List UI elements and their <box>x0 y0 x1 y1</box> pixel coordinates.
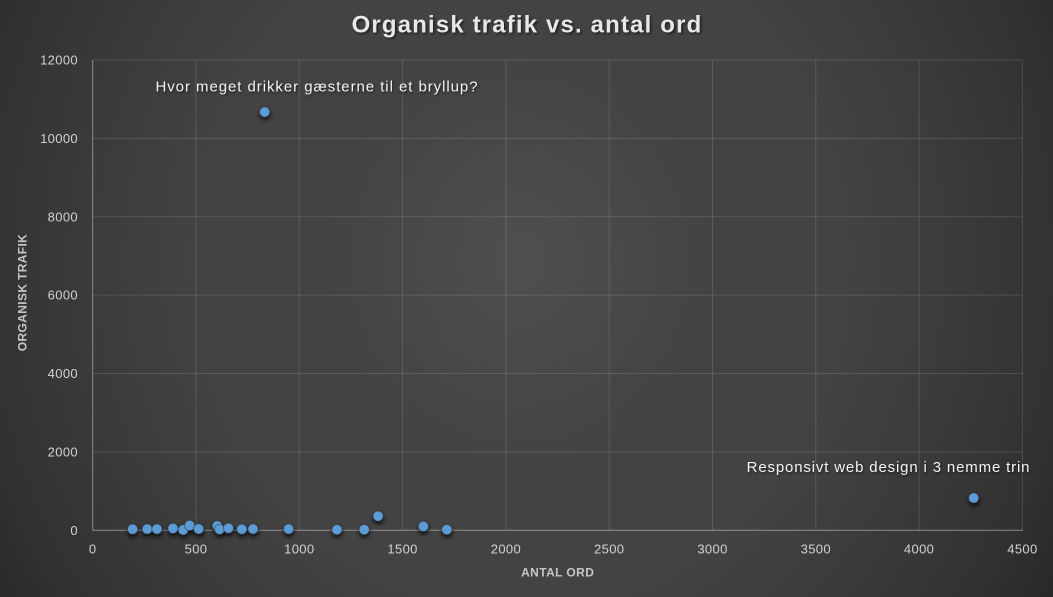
svg-text:0: 0 <box>70 523 78 538</box>
svg-text:Organisk trafik vs. antal ord: Organisk trafik vs. antal ord <box>352 12 703 39</box>
svg-text:2000: 2000 <box>48 445 78 460</box>
svg-text:3500: 3500 <box>801 542 831 557</box>
svg-text:1500: 1500 <box>387 542 417 557</box>
svg-text:1000: 1000 <box>284 542 314 557</box>
svg-text:0: 0 <box>89 542 97 557</box>
svg-text:4000: 4000 <box>904 542 934 557</box>
svg-text:Hvor meget drikker gæsterne ti: Hvor meget drikker gæsterne til et bryll… <box>155 79 478 96</box>
svg-text:3000: 3000 <box>697 542 727 557</box>
svg-text:ORGANISK TRAFIK: ORGANISK TRAFIK <box>15 234 29 351</box>
svg-text:8000: 8000 <box>48 209 78 224</box>
svg-text:2000: 2000 <box>491 542 521 557</box>
svg-text:4000: 4000 <box>48 366 78 381</box>
svg-text:ANTAL ORD: ANTAL ORD <box>521 566 594 580</box>
svg-text:10000: 10000 <box>40 131 78 146</box>
svg-text:6000: 6000 <box>48 288 78 303</box>
svg-text:4500: 4500 <box>1007 542 1037 557</box>
svg-text:2500: 2500 <box>594 542 624 557</box>
svg-text:Responsivt web design i 3 nemm: Responsivt web design i 3 nemme trin <box>747 459 1031 476</box>
svg-text:12000: 12000 <box>40 53 78 68</box>
svg-text:500: 500 <box>185 542 208 557</box>
